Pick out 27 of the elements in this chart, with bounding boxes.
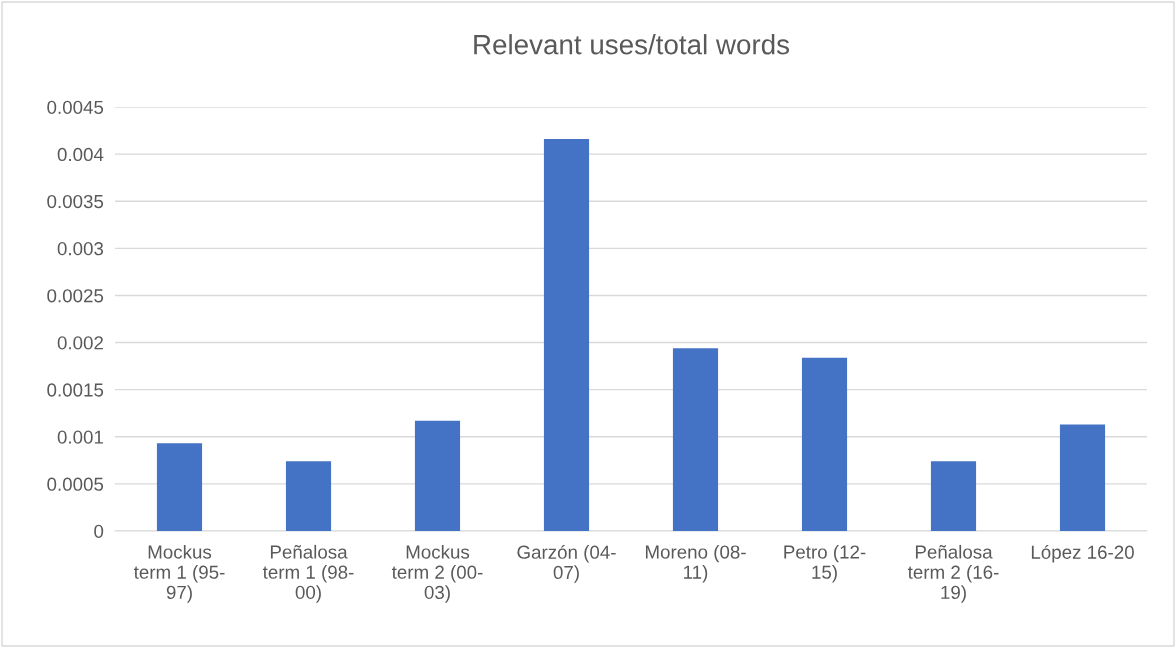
bar [543, 139, 590, 531]
bar [414, 420, 461, 531]
bar [672, 348, 719, 531]
bar [930, 461, 977, 531]
bar [285, 461, 332, 531]
x-tick-label: Peñalosa term 2 (16- 19) [907, 544, 999, 603]
x-tick-label: López 16-20 [1031, 544, 1134, 563]
x-tick-label: Garzón (04- 07) [517, 544, 616, 583]
y-tick-label: 0.003 [57, 242, 104, 256]
x-tick-label: Mockus term 2 (00- 03) [391, 544, 483, 603]
chart-title: Relevant uses/total words [474, 34, 790, 55]
y-tick-label: 0.001 [57, 430, 103, 444]
y-tick-label: 0.002 [57, 336, 103, 350]
y-tick-label: 0.0035 [47, 194, 104, 209]
y-tick-label: 0 [94, 524, 104, 538]
bar [801, 357, 848, 531]
x-tick-label: Peñalosa term 1 (98- 00) [262, 544, 354, 603]
y-tick-label: 0.0045 [47, 100, 104, 114]
y-tick-label: 0.004 [57, 147, 104, 162]
bar [156, 443, 203, 531]
x-tick-label: Petro (12- 15) [784, 544, 866, 583]
x-tick-label: Mockus term 1 (95- 97) [133, 544, 225, 603]
y-tick-label: 0.0025 [47, 289, 104, 303]
y-tick-label: 0.0005 [47, 477, 104, 491]
y-tick-label: 0.0015 [47, 383, 104, 397]
x-tick-label: Moreno (08- 11) [645, 544, 746, 583]
bar [1059, 424, 1106, 531]
